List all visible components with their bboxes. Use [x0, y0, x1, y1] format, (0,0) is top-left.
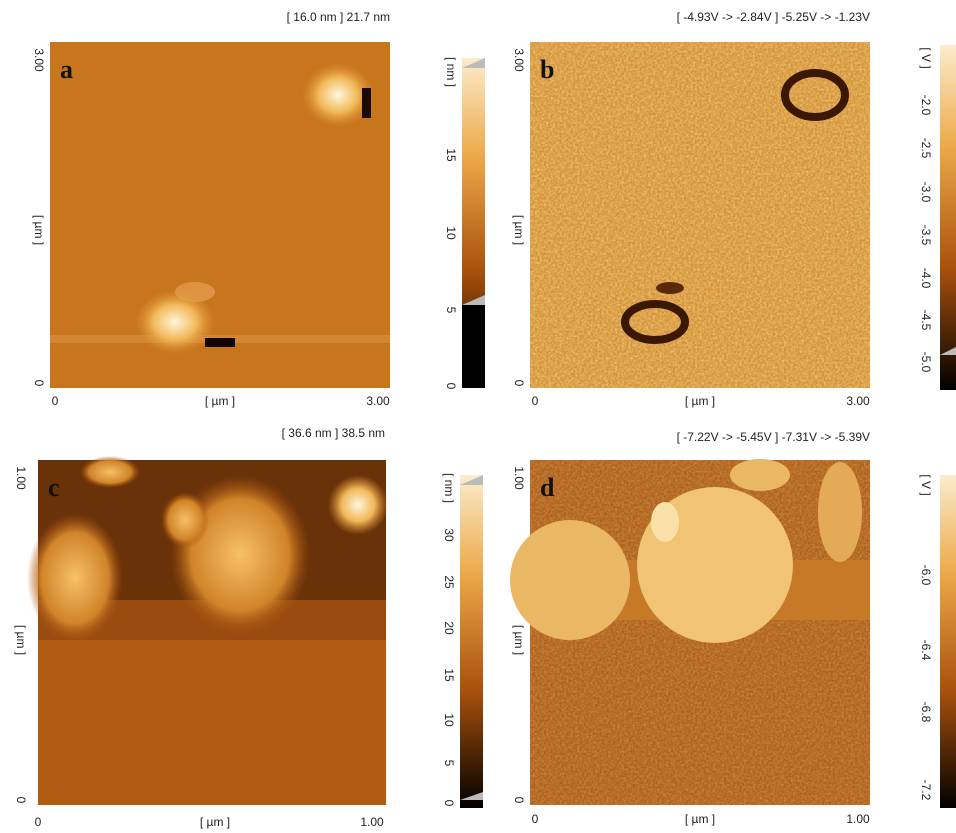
- y-tick-label: 0: [14, 797, 28, 804]
- y-axis-label: [ µm ]: [512, 215, 526, 245]
- x-tick-label: 0: [532, 812, 539, 826]
- image-a: [50, 42, 390, 388]
- colorbar-label: [ V ]: [919, 47, 933, 68]
- x-axis-label: [ µm ]: [200, 815, 230, 829]
- colorbar-tick-label: 5: [444, 307, 458, 314]
- y-tick-label: 1.00: [14, 466, 28, 490]
- colorbar-tick-label: 10: [442, 713, 456, 727]
- y-axis-label: [ µm ]: [512, 625, 526, 655]
- y-axis-label: [ µm ]: [32, 215, 46, 245]
- panel-letter: d: [540, 473, 555, 502]
- panel-letter: a: [60, 55, 73, 84]
- colorbar-label: [ V ]: [919, 474, 933, 495]
- panel-letter: b: [540, 55, 554, 84]
- colorbar-tick-label: 5: [442, 760, 456, 767]
- colorbar-tick-label: -4.5: [919, 310, 933, 331]
- x-tick-label: 1.00: [846, 812, 870, 826]
- y-axis-label: [ µm ]: [14, 625, 28, 655]
- colorbar-label: [ nm ]: [442, 473, 456, 503]
- x-tick-label: 1.00: [360, 815, 384, 829]
- colorbar-tick-label: -4.0: [919, 268, 933, 289]
- x-tick-label: 3.00: [366, 394, 390, 408]
- colorbar-tick-label: 0: [444, 383, 458, 390]
- image-c: [27, 456, 388, 805]
- panel-header: [ -7.22V -> -5.45V ] -7.31V -> -5.39V: [677, 430, 870, 444]
- colorbar-tick-label: 30: [442, 528, 456, 542]
- x-axis-label: [ µm ]: [685, 394, 715, 408]
- panel-header: [ 36.6 nm ] 38.5 nm: [282, 426, 385, 440]
- y-tick-label: 1.00: [512, 466, 526, 490]
- y-tick-label: 3.00: [512, 48, 526, 72]
- colorbar-tick-label: -3.0: [919, 182, 933, 203]
- colorbar-tick-label: -6.8: [919, 702, 933, 723]
- colorbar-tick-label: -2.0: [919, 95, 933, 116]
- x-axis-label: [ µm ]: [205, 394, 235, 408]
- y-tick-label: 0: [32, 380, 46, 387]
- colorbar-tick-label: -7.2: [919, 780, 933, 801]
- colorbar-tick-label: -6.0: [919, 565, 933, 586]
- image-d: [510, 459, 870, 805]
- x-tick-label: 0: [52, 394, 59, 408]
- colorbar-tick-label: 15: [444, 148, 458, 162]
- y-tick-label: 3.00: [32, 48, 46, 72]
- panel-letter: c: [48, 473, 60, 502]
- colorbar-tick-label: -3.5: [919, 225, 933, 246]
- colorbar-tick-label: 10: [444, 226, 458, 240]
- colorbars: [460, 45, 956, 808]
- colorbar-tick-label: 0: [442, 800, 456, 807]
- x-axis-label: [ µm ]: [685, 812, 715, 826]
- colorbar-tick-label: -6.4: [919, 640, 933, 661]
- image-b: [530, 42, 870, 388]
- colorbar-tick-label: -5.0: [919, 352, 933, 373]
- colorbar-tick-label: 25: [442, 575, 456, 589]
- colorbar-tick-label: 15: [442, 668, 456, 682]
- x-tick-label: 0: [35, 815, 42, 829]
- y-tick-label: 0: [512, 380, 526, 387]
- colorbar-label: [ nm ]: [444, 57, 458, 87]
- x-tick-label: 3.00: [846, 394, 870, 408]
- panel-header: [ -4.93V -> -2.84V ] -5.25V -> -1.23V: [677, 10, 870, 24]
- x-tick-label: 0: [532, 394, 539, 408]
- colorbar-tick-label: 20: [442, 621, 456, 635]
- colorbar-tick-label: -2.5: [919, 138, 933, 159]
- y-tick-label: 0: [512, 797, 526, 804]
- panel-header: [ 16.0 nm ] 21.7 nm: [287, 10, 390, 24]
